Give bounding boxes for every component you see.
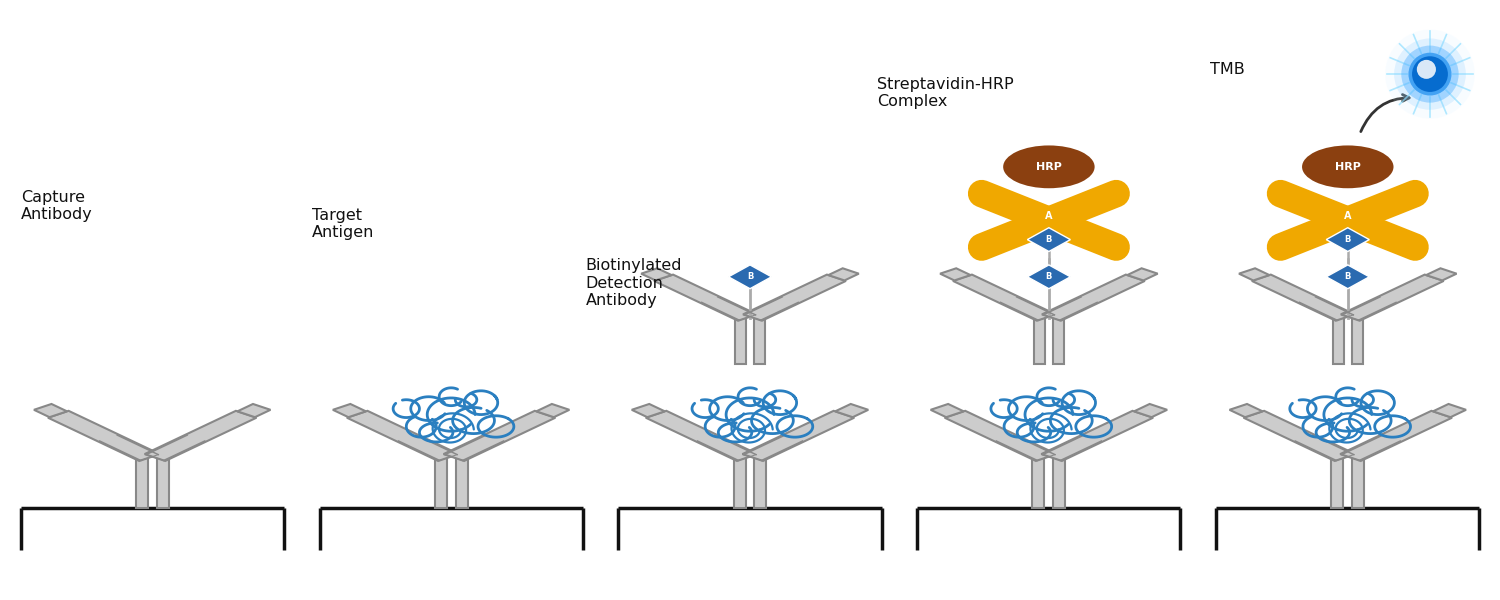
Text: B: B	[747, 272, 753, 281]
Polygon shape	[742, 275, 846, 321]
Polygon shape	[742, 411, 855, 461]
Bar	[435, 458, 447, 508]
Polygon shape	[1326, 228, 1370, 251]
Polygon shape	[930, 404, 963, 417]
Polygon shape	[537, 404, 570, 417]
Ellipse shape	[1384, 29, 1474, 119]
Polygon shape	[346, 411, 459, 461]
Ellipse shape	[1418, 60, 1436, 79]
Polygon shape	[632, 404, 664, 417]
Polygon shape	[1028, 228, 1071, 251]
Text: HRP: HRP	[1036, 162, 1062, 172]
Polygon shape	[1326, 265, 1370, 289]
Text: TMB: TMB	[1210, 62, 1245, 77]
Polygon shape	[1432, 404, 1466, 417]
Polygon shape	[34, 404, 68, 417]
Polygon shape	[333, 404, 366, 417]
Ellipse shape	[1004, 145, 1095, 188]
Ellipse shape	[1412, 56, 1448, 92]
Text: B: B	[1046, 272, 1052, 281]
Polygon shape	[1042, 275, 1144, 321]
Polygon shape	[940, 268, 970, 280]
Ellipse shape	[1394, 38, 1466, 110]
Polygon shape	[654, 275, 758, 321]
Bar	[1332, 458, 1344, 508]
Polygon shape	[237, 404, 270, 417]
Polygon shape	[1134, 404, 1167, 417]
Bar	[1332, 317, 1344, 364]
Polygon shape	[1230, 404, 1263, 417]
Polygon shape	[1041, 411, 1154, 461]
Text: HRP: HRP	[1335, 162, 1360, 172]
Bar	[1053, 317, 1064, 364]
Text: Streptavidin-HRP
Complex: Streptavidin-HRP Complex	[878, 77, 1014, 109]
Bar	[136, 458, 147, 508]
Polygon shape	[836, 404, 868, 417]
Polygon shape	[952, 275, 1056, 321]
Bar	[156, 458, 168, 508]
Polygon shape	[828, 268, 860, 280]
Text: B: B	[1344, 272, 1352, 281]
Polygon shape	[1252, 275, 1354, 321]
Text: B: B	[1344, 235, 1352, 244]
Bar	[456, 458, 468, 508]
Polygon shape	[144, 411, 256, 461]
Bar	[734, 458, 746, 508]
Ellipse shape	[1408, 53, 1452, 95]
Polygon shape	[645, 411, 758, 461]
Ellipse shape	[1401, 46, 1458, 103]
Polygon shape	[444, 411, 555, 461]
Ellipse shape	[1302, 145, 1394, 188]
Polygon shape	[945, 411, 1056, 461]
Polygon shape	[1028, 265, 1071, 289]
Text: Target
Antigen: Target Antigen	[312, 208, 375, 240]
Polygon shape	[1426, 268, 1456, 280]
Bar	[754, 458, 766, 508]
Text: A: A	[1046, 211, 1053, 221]
Polygon shape	[1340, 411, 1452, 461]
Bar	[1353, 458, 1364, 508]
Bar	[754, 317, 765, 364]
Polygon shape	[640, 268, 672, 280]
Polygon shape	[1341, 275, 1443, 321]
Polygon shape	[48, 411, 160, 461]
Text: Capture
Antibody: Capture Antibody	[21, 190, 93, 223]
Text: B: B	[1046, 235, 1052, 244]
Bar	[1032, 458, 1044, 508]
Bar	[1034, 317, 1046, 364]
Bar	[1352, 317, 1364, 364]
Polygon shape	[1244, 411, 1356, 461]
Polygon shape	[729, 265, 771, 289]
Polygon shape	[1239, 268, 1269, 280]
Text: A: A	[1344, 211, 1352, 221]
Bar	[735, 317, 746, 364]
Polygon shape	[1128, 268, 1158, 280]
Bar	[1053, 458, 1065, 508]
Text: Biotinylated
Detection
Antibody: Biotinylated Detection Antibody	[585, 259, 682, 308]
